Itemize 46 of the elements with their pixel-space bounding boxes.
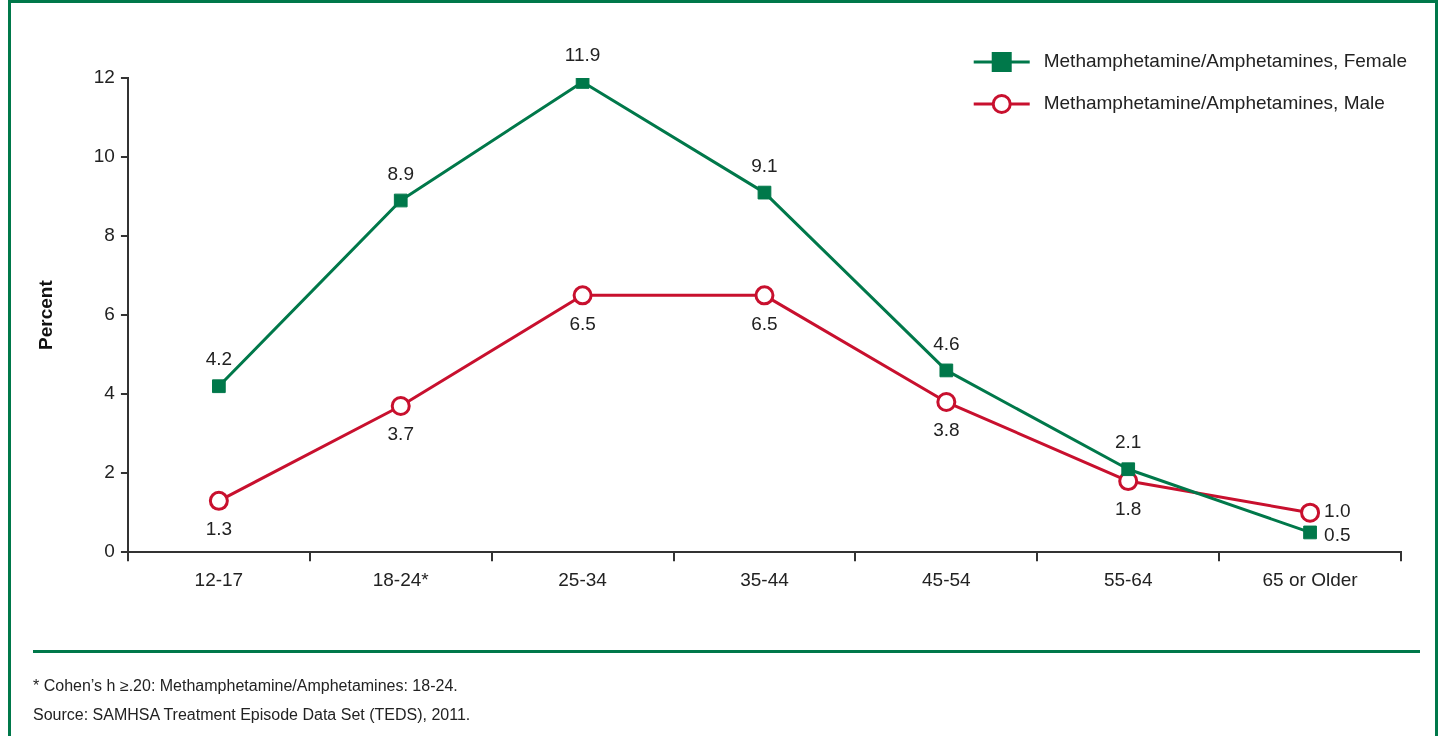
x-tick-label: 12-17 xyxy=(194,568,244,590)
source-note: Source: SAMHSA Treatment Episode Data Set (TEDS), 2011. xyxy=(33,705,471,725)
point xyxy=(1121,462,1136,477)
point xyxy=(757,185,772,200)
y-axis-title: Percent xyxy=(34,279,56,350)
data-label: 8.9 xyxy=(387,162,414,184)
data-label: 0.5 xyxy=(1324,523,1351,545)
legend-label: Methamphetamine/Amphetamines, Male xyxy=(1043,92,1385,114)
x-tick-label: 25-34 xyxy=(558,568,608,590)
point xyxy=(212,379,226,394)
data-label: 4.6 xyxy=(933,332,960,354)
data-label: 3.7 xyxy=(387,423,414,445)
y-tick-label: 6 xyxy=(104,303,115,325)
data-label: 6.5 xyxy=(569,312,596,334)
data-label: 1.3 xyxy=(205,518,233,540)
point xyxy=(208,490,229,511)
y-tick-label: 10 xyxy=(93,145,115,167)
data-label: 1.8 xyxy=(1114,498,1142,520)
x-tick-label: 55-64 xyxy=(1103,568,1153,590)
x-tick-label: 45-54 xyxy=(922,568,972,590)
data-label: 11.9 xyxy=(564,44,601,66)
data-label: 9.1 xyxy=(751,154,778,176)
y-tick-label: 8 xyxy=(104,224,115,246)
point xyxy=(390,395,411,416)
data-label: 1.0 xyxy=(1324,499,1351,521)
point xyxy=(939,363,954,378)
y-tick-label: 0 xyxy=(104,540,115,562)
y-tick-label: 4 xyxy=(104,382,116,404)
y-tick-label: 2 xyxy=(104,461,115,483)
point xyxy=(575,78,590,89)
data-label: 4.2 xyxy=(205,348,233,370)
text: * Cohen’s h ≥.20: Methamphetamine/Amphetamines: 18-24. xyxy=(33,676,459,696)
point xyxy=(572,285,593,306)
point xyxy=(1303,525,1317,540)
data-label: 2.1 xyxy=(1114,431,1142,453)
y-tick-label: 12 xyxy=(93,66,115,88)
x-tick-label: 65 or Older xyxy=(1262,568,1359,590)
point xyxy=(754,285,775,306)
x-tick-label: 35-44 xyxy=(740,568,790,590)
point xyxy=(1300,502,1321,523)
data-label: 3.8 xyxy=(933,419,960,441)
point xyxy=(393,193,408,208)
x-tick-label: 18-24* xyxy=(372,568,430,590)
legend-label: Methamphetamine/Amphetamines, Female xyxy=(1043,50,1408,72)
data-label: 6.5 xyxy=(751,312,778,334)
point xyxy=(936,392,957,413)
